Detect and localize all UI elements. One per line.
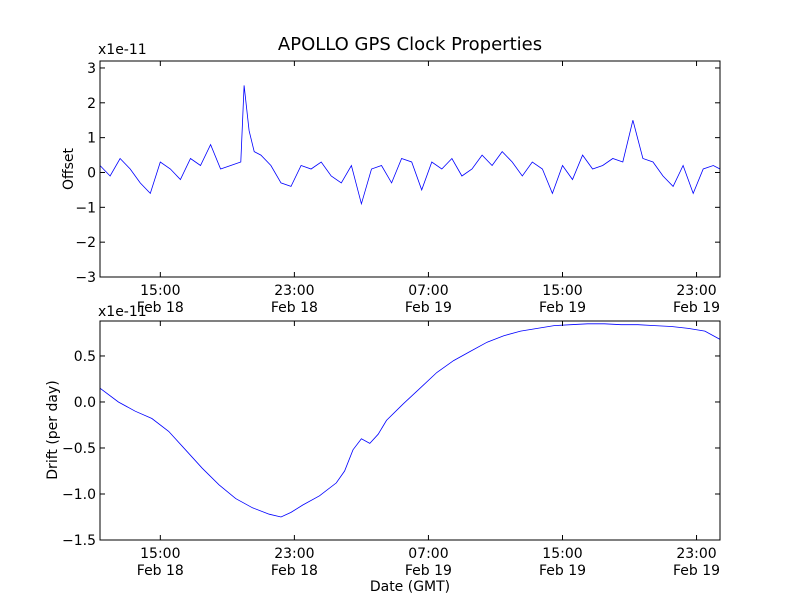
figure-title: APOLLO GPS Clock Properties [278,34,542,55]
offset-y-axis-label: Offset [61,147,77,190]
offset-x-tick-label-time: 23:00 [676,283,716,299]
offset-x-tick-label-time: 23:00 [274,283,314,299]
drift-x-tick-label-date: Feb 18 [271,563,318,579]
offset-x-tick-label-time: 15:00 [140,283,180,299]
drift-axes-frame [99,320,721,541]
offset-y-tick-label: 2 [87,96,96,112]
offset-x-tick-label-date: Feb 19 [539,300,586,316]
offset-x-tick-label-date: Feb 18 [271,300,318,316]
drift-x-axis-label: Date (GMT) [370,579,450,595]
offset-y-tick-label: 1 [87,131,96,147]
drift-x-tick-label-date: Feb 19 [673,563,720,579]
drift-y-tick-label: −1.0 [62,487,96,503]
drift-x-tick-label-time: 23:00 [676,546,716,562]
offset-y-tick-label: 0 [87,165,96,181]
drift-y-axis-label: Drift (per day) [45,380,61,479]
offset-axes-frame [99,60,721,278]
drift-x-tick-label-time: 23:00 [274,546,314,562]
offset-y-tick-label: −3 [75,270,96,286]
drift-y-tick-label: −1.5 [62,533,96,549]
drift-x-tick-label-time: 07:00 [408,546,448,562]
offset-x-tick-label-date: Feb 19 [673,300,720,316]
offset-y-tick-label: −1 [75,200,96,216]
offset-x-tick-label-time: 07:00 [408,283,448,299]
offset-x-tick-label-date: Feb 19 [405,300,452,316]
drift-plot-area [100,321,720,540]
offset-scale-label: x1e-11 [98,42,147,58]
drift-x-tick-label-date: Feb 19 [539,563,586,579]
offset-series-line [99,85,721,206]
drift-x-tick-label-time: 15:00 [542,546,582,562]
offset-x-tick-label-time: 15:00 [542,283,582,299]
drift-series-line [99,323,721,518]
drift-y-tick-label: 0.0 [74,395,96,411]
offset-plot-area [100,61,720,277]
drift-x-tick-label-date: Feb 19 [405,563,452,579]
offset-y-tick-label: −2 [75,235,96,251]
drift-x-tick-label-time: 15:00 [140,546,180,562]
offset-y-tick-label: 3 [87,61,96,77]
drift-y-tick-label: −0.5 [62,441,96,457]
offset-x-tick-label-date: Feb 18 [137,300,184,316]
drift-scale-label: x1e-11 [98,304,147,320]
drift-x-tick-label-date: Feb 18 [137,563,184,579]
drift-y-tick-label: 0.5 [74,349,96,365]
